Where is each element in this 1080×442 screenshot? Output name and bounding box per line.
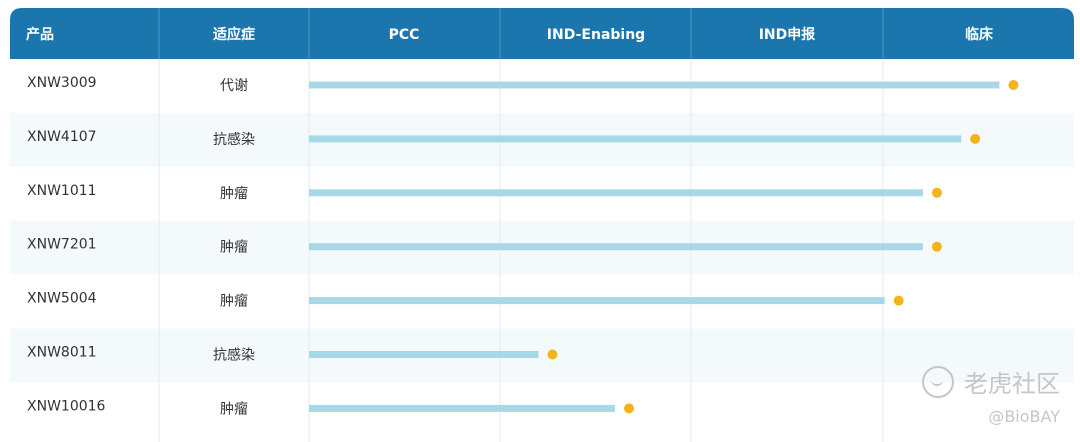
- indication-label: 抗感染: [213, 131, 255, 148]
- progress-bar: [309, 81, 1000, 89]
- table-row: XNW4107 抗感染: [27, 129, 981, 148]
- progress-dot: [1008, 80, 1019, 90]
- watermark-main-text: 老虎社区: [964, 370, 1060, 398]
- indication-label: 肿瘤: [220, 239, 248, 256]
- progress-bar: [309, 135, 962, 143]
- row-background: [10, 328, 1074, 383]
- watermark: 老虎社区 @BioBAY: [922, 364, 1060, 426]
- product-name: XNW10016: [27, 398, 106, 414]
- header-stage-clinical: 临床: [965, 26, 994, 43]
- header-stage-ind-filing: IND申报: [759, 26, 816, 43]
- product-name: XNW4107: [27, 129, 97, 145]
- table-row: XNW1011 肿瘤: [27, 183, 942, 202]
- indication-label: 肿瘤: [220, 293, 248, 310]
- table-row: XNW10016 肿瘤: [27, 398, 634, 417]
- progress-bar: [309, 243, 923, 251]
- indication-label: 代谢: [220, 78, 248, 94]
- header-stage-ind-enabing: IND-Enabing: [547, 27, 645, 43]
- product-name: XNW7201: [27, 237, 97, 253]
- progress-dot: [893, 295, 904, 306]
- watermark-sub-text: @BioBAY: [988, 407, 1060, 426]
- watermark-logo-icon: [922, 365, 954, 398]
- indication-label: 肿瘤: [220, 185, 248, 202]
- indication-label: 肿瘤: [220, 400, 248, 417]
- table-row: XNW3009 代谢: [27, 75, 1019, 94]
- progress-dot: [624, 403, 634, 414]
- table-row: XNW5004 肿瘤: [27, 291, 904, 310]
- product-name: XNW5004: [27, 291, 97, 307]
- progress-dot: [970, 133, 981, 144]
- table-row: XNW8011 抗感染: [27, 345, 558, 364]
- progress-dot: [931, 241, 942, 252]
- product-name: XNW8011: [27, 345, 97, 361]
- progress-bar: [309, 351, 539, 358]
- product-name: XNW3009: [27, 75, 97, 91]
- product-name: XNW1011: [27, 183, 97, 199]
- progress-dot: [547, 349, 558, 360]
- progress-dot: [931, 187, 942, 198]
- progress-bar: [309, 297, 885, 305]
- header-background: [10, 8, 1074, 59]
- header-stage-pcc: PCC: [389, 27, 420, 43]
- table-row: XNW7201 肿瘤: [27, 237, 942, 256]
- progress-bar: [309, 189, 923, 197]
- indication-label: 抗感染: [213, 347, 255, 364]
- header-product: 产品: [26, 26, 54, 43]
- header-indication: 适应症: [213, 26, 255, 43]
- progress-bar: [309, 404, 615, 412]
